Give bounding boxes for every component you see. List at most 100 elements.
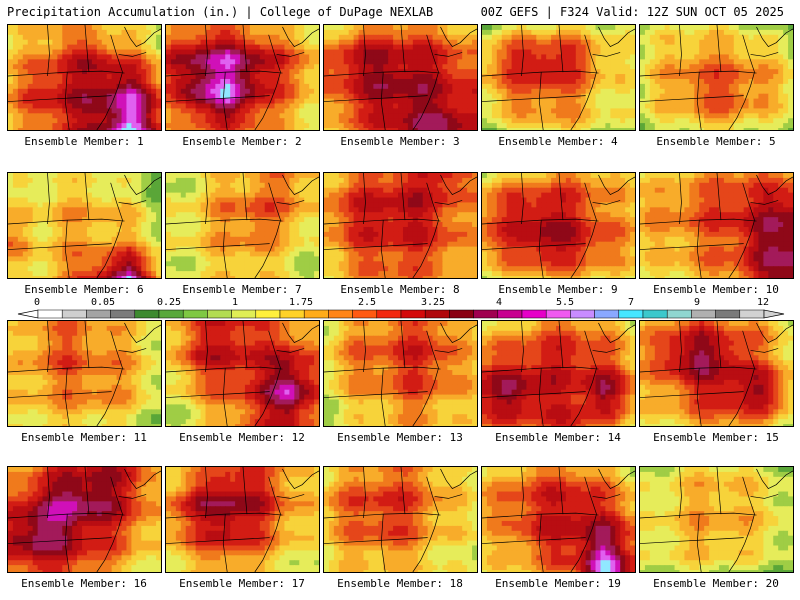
precip-field	[166, 467, 319, 572]
colorbar-segment	[473, 309, 499, 319]
map-panel-member-4	[481, 24, 636, 131]
member-caption: Ensemble Member: 2	[182, 135, 302, 148]
map-panel-member-6	[7, 172, 162, 279]
colorbar-segment	[424, 309, 450, 319]
colorbar-segment	[158, 309, 184, 319]
map-panel-member-1	[7, 24, 162, 131]
colorbar-segment	[594, 309, 620, 319]
colorbar-left-arrow	[17, 309, 39, 319]
colorbar-segment	[545, 309, 571, 319]
member-caption: Ensemble Member: 16	[21, 577, 147, 590]
map-panel-member-10	[639, 172, 794, 279]
member-caption: Ensemble Member: 14	[495, 431, 621, 444]
map-panel-member-20	[639, 466, 794, 573]
member-caption: Ensemble Member: 4	[498, 135, 618, 148]
colorbar-segment	[618, 309, 644, 319]
colorbar-tick-label: 12	[756, 297, 770, 308]
precip-field	[482, 321, 635, 426]
colorbar-segment	[376, 309, 402, 319]
map-panel-member-8	[323, 172, 478, 279]
colorbar-segment	[61, 309, 87, 319]
precip-field	[166, 173, 319, 278]
member-caption: Ensemble Member: 20	[653, 577, 779, 590]
colorbar-segment	[715, 309, 741, 319]
map-panel-member-14	[481, 320, 636, 427]
colorbar-segment	[521, 309, 547, 319]
colorbar-tick-label: 7	[627, 297, 635, 308]
map-panel-member-9	[481, 172, 636, 279]
member-caption: Ensemble Member: 13	[337, 431, 463, 444]
member-caption: Ensemble Member: 9	[498, 283, 618, 296]
precip-field	[640, 467, 793, 572]
colorbar-segment	[400, 309, 426, 319]
precipitation-colorbar: 0 0.05 0.25 1 1.75 2.5 3.25 4 5.5 7 9 12	[0, 297, 800, 319]
colorbar-tick-label: 3.25	[420, 297, 446, 308]
precip-field	[166, 321, 319, 426]
member-caption: Ensemble Member: 17	[179, 577, 305, 590]
colorbar-right-arrow	[763, 309, 785, 319]
precip-field	[640, 25, 793, 130]
colorbar-tick-label: 5.5	[555, 297, 575, 308]
colorbar-segment	[666, 309, 692, 319]
map-panel-member-16	[7, 466, 162, 573]
member-caption: Ensemble Member: 19	[495, 577, 621, 590]
colorbar-tick-label: 4	[495, 297, 503, 308]
header: Precipitation Accumulation (in.) | Colle…	[0, 0, 800, 24]
colorbar-segment	[231, 309, 257, 319]
colorbar-segment	[497, 309, 523, 319]
colorbar-segment	[37, 309, 63, 319]
map-panel-member-17	[165, 466, 320, 573]
run-info: 00Z GEFS | F324 Valid: 12Z SUN OCT 05 20…	[480, 5, 784, 19]
precip-field	[8, 173, 161, 278]
colorbar-segment	[207, 309, 232, 319]
member-caption: Ensemble Member: 18	[337, 577, 463, 590]
map-panel-member-7	[165, 172, 320, 279]
colorbar-segment	[739, 309, 765, 319]
precip-field	[324, 173, 477, 278]
member-caption: Ensemble Member: 3	[340, 135, 460, 148]
colorbar-segment	[182, 309, 208, 319]
map-panel-member-19	[481, 466, 636, 573]
precip-field	[166, 25, 319, 130]
precip-field	[482, 173, 635, 278]
colorbar-segment	[691, 309, 716, 319]
colorbar-segment	[86, 309, 111, 319]
colorbar-ticks: 0 0.05 0.25 1 1.75 2.5 3.25 4 5.5 7 9 12	[0, 297, 800, 308]
precip-field	[8, 467, 161, 572]
precip-field	[482, 467, 635, 572]
colorbar-tick-label: 1.75	[288, 297, 314, 308]
colorbar-segment	[328, 309, 353, 319]
colorbar-tick-label: 0	[33, 297, 41, 308]
map-panel-member-11	[7, 320, 162, 427]
map-panel-member-2	[165, 24, 320, 131]
member-caption: Ensemble Member: 7	[182, 283, 302, 296]
member-caption: Ensemble Member: 11	[21, 431, 147, 444]
colorbar-tick-label: 0.05	[90, 297, 116, 308]
colorbar-tick-label: 1	[231, 297, 239, 308]
precip-field	[324, 321, 477, 426]
map-panel-member-12	[165, 320, 320, 427]
colorbar-segment	[279, 309, 305, 319]
map-panel-member-18	[323, 466, 478, 573]
colorbar-segment	[255, 309, 281, 319]
precip-field	[640, 173, 793, 278]
precip-field	[640, 321, 793, 426]
colorbar-scale	[17, 309, 785, 319]
colorbar-segment	[642, 309, 668, 319]
colorbar-segment	[303, 309, 329, 319]
member-caption: Ensemble Member: 8	[340, 283, 460, 296]
colorbar-segment	[110, 309, 136, 319]
precip-field	[8, 25, 161, 130]
member-caption: Ensemble Member: 10	[653, 283, 779, 296]
map-panel-member-15	[639, 320, 794, 427]
precip-field	[8, 321, 161, 426]
colorbar-segment	[449, 309, 474, 319]
member-caption: Ensemble Member: 6	[24, 283, 144, 296]
map-panel-member-5	[639, 24, 794, 131]
colorbar-segment	[134, 309, 160, 319]
colorbar-tick-label: 9	[693, 297, 701, 308]
member-caption: Ensemble Member: 12	[179, 431, 305, 444]
precip-field	[324, 467, 477, 572]
colorbar-segment	[352, 309, 378, 319]
colorbar-segment	[570, 309, 595, 319]
